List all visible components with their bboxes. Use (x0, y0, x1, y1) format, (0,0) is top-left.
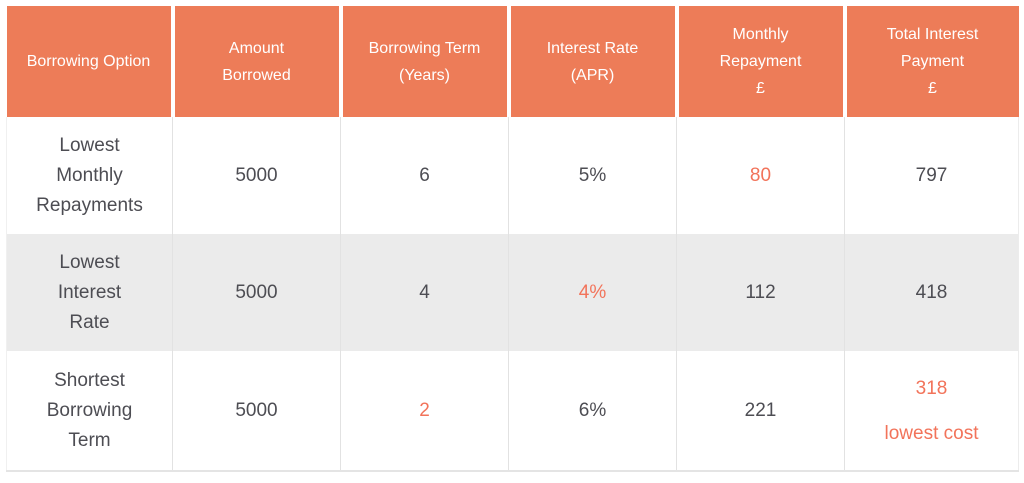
value-cell: 5% (508, 117, 677, 234)
value-cell: 418 (844, 234, 1019, 351)
value-cell: 5000 (172, 234, 341, 351)
column-header: Monthly Repayment £ (674, 6, 845, 117)
value-cell: 5000 (172, 117, 341, 234)
borrowing-options-table: Borrowing Option Amount Borrowed Borrowing… (6, 6, 1019, 472)
column-header: Interest Rate (APR) (506, 6, 677, 117)
row-label-cell: Lowest Monthly Repayments (6, 117, 173, 234)
table-body: Lowest Monthly Repayments 5000 6 5% 80 797 Low… (6, 117, 1019, 472)
column-header: Amount Borrowed (170, 6, 341, 117)
table-row: Lowest Interest Rate 5000 4 4% 112 418 (6, 234, 1019, 351)
row-label-cell: Shortest Borrowing Term (6, 351, 173, 472)
row-label-cell: Lowest Interest Rate (6, 234, 173, 351)
header-row: Borrowing Option Amount Borrowed Borrowing… (6, 6, 1019, 117)
value-cell: 4 (340, 234, 509, 351)
value-cell: 6% (508, 351, 677, 472)
column-header: Borrowing Term (Years) (338, 6, 509, 117)
column-header: Total Interest Payment £ (842, 6, 1019, 117)
table-row: Shortest Borrowing Term 5000 2 6% 221 318 low… (6, 351, 1019, 472)
value-cell: 6 (340, 117, 509, 234)
value-cell: 112 (676, 234, 845, 351)
value-cell: 221 (676, 351, 845, 472)
table-row: Lowest Monthly Repayments 5000 6 5% 80 797 (6, 117, 1019, 234)
table-header: Borrowing Option Amount Borrowed Borrowing… (6, 6, 1019, 117)
value-cell: 797 (844, 117, 1019, 234)
value-cell: 318 lowest cost (844, 351, 1019, 472)
value-cell: 4% (508, 234, 677, 351)
value-cell: 5000 (172, 351, 341, 472)
value-cell: 2 (340, 351, 509, 472)
column-header: Borrowing Option (6, 6, 173, 117)
value-cell: 80 (676, 117, 845, 234)
